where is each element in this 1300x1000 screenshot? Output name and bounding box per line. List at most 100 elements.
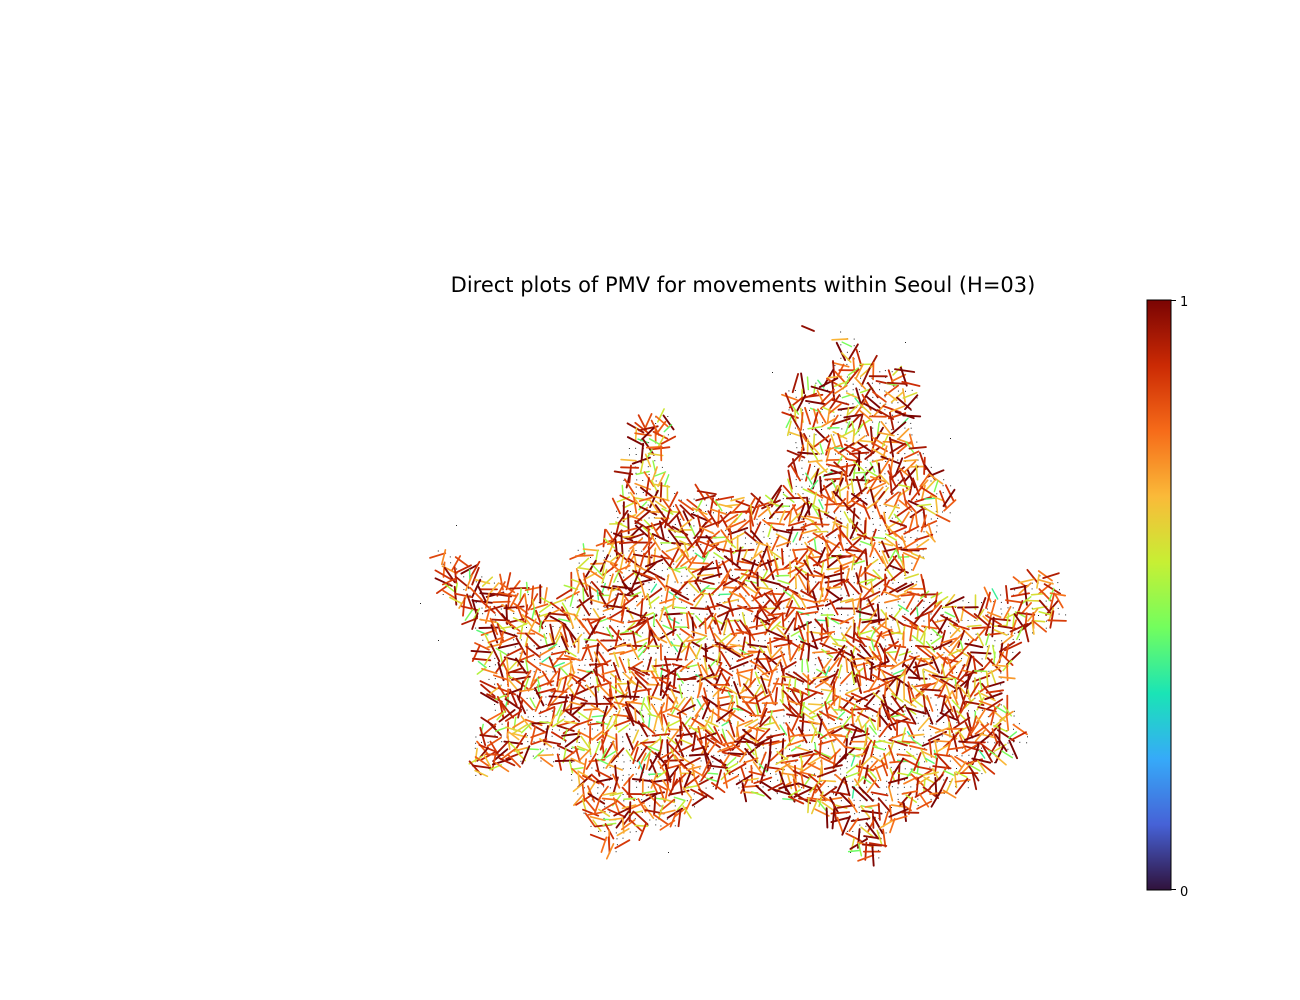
pmv-arrow [786,449,806,459]
pmv-arrow [701,540,710,559]
pmv-arrow [604,703,615,718]
empty-cell-dot [879,389,880,391]
pmv-arrow [964,642,984,649]
empty-cell-dot [655,824,657,826]
empty-cell-dot [802,493,804,495]
pmv-arrow [442,589,457,600]
pmv-arrow [810,385,832,394]
empty-cell-dot [878,543,880,545]
pmv-arrow [904,498,916,512]
empty-cell-dot [551,601,553,603]
pmv-arrow [700,766,711,782]
empty-cell-dot [794,390,796,391]
pmv-arrow [582,808,600,817]
pmv-arrow [828,414,839,430]
empty-cell-dot [897,421,899,423]
pmv-arrow [850,837,855,853]
pmv-arrow [818,377,839,389]
empty-cell-dot [834,512,836,514]
pmv-arrow [440,549,447,566]
pmv-arrow [469,560,481,578]
empty-cell-dot [929,709,930,711]
pmv-arrow [934,776,938,799]
empty-cell-dot [629,760,631,762]
empty-cell-dot [873,799,875,801]
empty-cell-dot [706,717,708,719]
pmv-arrow [871,651,886,666]
empty-cell-dot [680,582,682,584]
pmv-arrow [675,642,684,662]
empty-cell-dot [635,766,636,768]
empty-cell-dot [853,568,855,570]
empty-cell-dot [686,696,688,698]
pmv-arrow [577,711,590,721]
empty-cell-dot [885,422,887,424]
empty-cell-dot [859,800,861,802]
pmv-arrow [748,631,767,636]
pmv-arrow [587,792,606,805]
pmv-arrow [978,749,986,759]
pmv-arrow [650,772,658,789]
pmv-arrow [643,413,653,431]
pmv-arrow [860,367,871,387]
empty-cell-dot [1045,600,1047,602]
pmv-arrow [655,415,669,428]
empty-cell-dot [885,376,887,378]
pmv-arrow [769,502,784,519]
empty-cell-dot [642,480,644,481]
empty-cell-dot [897,434,899,435]
pmv-arrow [609,792,624,797]
pmv-arrow [832,681,836,702]
empty-cell-dot [987,614,989,616]
pmv-arrow [685,775,700,787]
empty-cell-dot [930,480,932,482]
empty-cell-dot [585,645,587,647]
pmv-arrow [665,687,684,695]
empty-cell-dot [578,658,580,660]
pmv-arrow [863,704,881,715]
pmv-arrow [832,490,848,507]
pmv-arrow [497,642,520,649]
empty-cell-dot [795,493,797,495]
pmv-arrow [811,504,820,518]
empty-cell-dot [917,722,919,724]
empty-cell-dot [551,710,553,712]
pmv-arrow [581,784,586,802]
pmv-arrow [678,712,683,732]
empty-cell-dot [898,749,900,750]
pmv-arrow [821,699,833,707]
pmv-arrow [469,586,483,601]
pmv-arrow [492,600,511,604]
empty-cell-dot [948,625,950,627]
pmv-arrow [595,676,600,692]
empty-cell-dot [871,761,873,763]
pmv-arrow [778,509,786,525]
pmv-arrow [1026,568,1039,584]
pmv-arrow [826,567,842,571]
empty-cell-dot [891,517,893,519]
pmv-arrow [755,704,760,717]
pmv-arrow [984,644,990,660]
pmv-arrow [650,583,658,593]
pmv-arrow [704,643,708,663]
pmv-arrow [664,611,673,630]
pmv-arrow [637,752,647,770]
pmv-arrow [658,715,665,732]
empty-cell-dot [558,754,560,756]
pmv-arrow [677,808,682,828]
pmv-arrow [556,588,573,600]
pmv-arrow [741,558,762,568]
pmv-arrow [767,781,785,792]
empty-cell-dot [693,594,695,596]
empty-cell-dot [725,665,727,666]
pmv-arrow [705,492,718,506]
empty-cell-dot [615,665,617,667]
empty-cell-dot [865,453,867,455]
pmv-arrow [667,528,682,534]
empty-cell-dot [655,423,657,424]
pmv-arrow [902,631,905,648]
empty-cell-dot [846,376,848,378]
empty-cell-dot [583,632,585,634]
empty-cell-dot [602,626,604,628]
pmv-arrow [991,728,998,745]
